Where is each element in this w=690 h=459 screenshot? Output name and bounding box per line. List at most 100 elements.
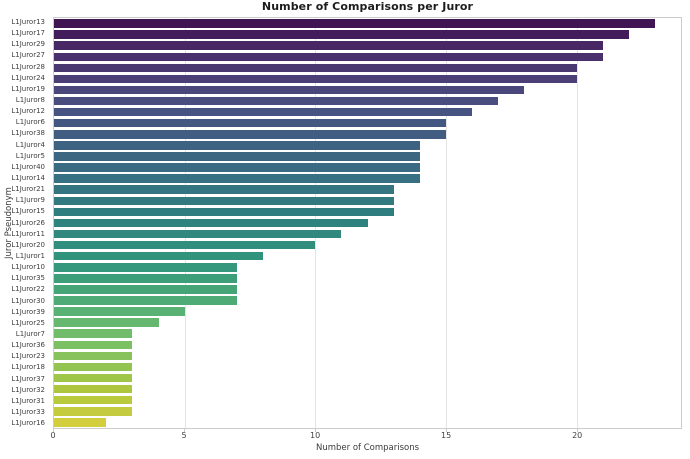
y-tick-label: L1Juror6 bbox=[15, 118, 45, 127]
bar-L1Juror40 bbox=[54, 163, 420, 172]
x-tick-mark bbox=[184, 429, 186, 432]
bar-L1Juror1 bbox=[54, 251, 263, 261]
y-tick-label: L1Juror29 bbox=[11, 40, 45, 49]
x-tick-mark bbox=[315, 429, 317, 432]
x-tick-label: 15 bbox=[441, 431, 452, 440]
bar-L1Juror15 bbox=[54, 207, 394, 217]
bar-row bbox=[54, 339, 681, 350]
y-tick-label: L1Juror5 bbox=[15, 151, 45, 160]
gridline bbox=[445, 18, 447, 428]
y-tick-label: L1Juror35 bbox=[11, 274, 45, 283]
y-tick-label: L1Juror8 bbox=[15, 96, 45, 105]
bar-row bbox=[54, 273, 681, 284]
bar-L1Juror14 bbox=[54, 174, 420, 183]
y-tick-label: L1Juror36 bbox=[11, 341, 45, 350]
y-tick-label: L1Juror31 bbox=[11, 396, 45, 405]
bar-row bbox=[54, 107, 681, 118]
bar-L1Juror22 bbox=[54, 285, 237, 294]
bar-L1Juror17 bbox=[54, 30, 629, 39]
y-tick-label: L1Juror25 bbox=[11, 318, 45, 327]
x-tick-label: 0 bbox=[50, 431, 56, 440]
y-tick-label: L1Juror22 bbox=[11, 285, 45, 294]
x-tick-mark bbox=[53, 429, 54, 432]
bar-row bbox=[54, 228, 681, 239]
y-tick-label: L1Juror30 bbox=[11, 296, 45, 305]
y-tick-label: L1Juror19 bbox=[11, 84, 45, 93]
y-tick-label: L1Juror4 bbox=[15, 140, 45, 149]
bar-row bbox=[54, 417, 681, 428]
y-tick-label: L1Juror37 bbox=[11, 374, 45, 383]
bar-row bbox=[54, 361, 681, 372]
bar-L1Juror4 bbox=[54, 141, 420, 150]
bar-L1Juror28 bbox=[54, 63, 577, 73]
bar-L1Juror21 bbox=[54, 185, 394, 194]
bar-L1Juror26 bbox=[54, 218, 368, 228]
bar-row bbox=[54, 73, 681, 84]
bar-row bbox=[54, 262, 681, 273]
bar-row bbox=[54, 373, 681, 384]
bar-row bbox=[54, 173, 681, 184]
x-tick-mark bbox=[446, 429, 448, 432]
bar-row bbox=[54, 251, 681, 262]
bar-L1Juror27 bbox=[54, 52, 603, 62]
bar-L1Juror20 bbox=[54, 240, 316, 250]
bar-row bbox=[54, 195, 681, 206]
bar-row bbox=[54, 18, 681, 29]
bar-L1Juror12 bbox=[54, 107, 472, 117]
bar-row bbox=[54, 84, 681, 95]
bar-row bbox=[54, 151, 681, 162]
y-tick-label: L1Juror16 bbox=[11, 419, 45, 428]
y-tick-label: L1Juror24 bbox=[11, 73, 45, 82]
bar-L1Juror39 bbox=[54, 307, 185, 316]
y-tick-label: L1Juror17 bbox=[11, 29, 45, 38]
y-tick-label: L1Juror18 bbox=[11, 363, 45, 372]
bar-L1Juror32 bbox=[54, 384, 133, 394]
bar-row bbox=[54, 406, 681, 417]
bar-row bbox=[54, 306, 681, 317]
bar-L1Juror10 bbox=[54, 263, 237, 272]
bar-L1Juror37 bbox=[54, 373, 133, 383]
y-tick-label: L1Juror14 bbox=[11, 174, 45, 183]
y-tick-label: L1Juror15 bbox=[11, 207, 45, 216]
bar-row bbox=[54, 96, 681, 107]
bar-row bbox=[54, 384, 681, 395]
bar-row bbox=[54, 118, 681, 129]
bar-L1Juror16 bbox=[54, 418, 107, 427]
y-tick-label: L1Juror39 bbox=[11, 307, 45, 316]
y-tick-label: L1Juror12 bbox=[11, 107, 45, 116]
y-tick-label: L1Juror26 bbox=[11, 218, 45, 227]
y-tick-label: L1Juror20 bbox=[11, 240, 45, 249]
y-tick-label: L1Juror13 bbox=[11, 18, 45, 27]
bar-L1Juror5 bbox=[54, 152, 420, 161]
bar-row bbox=[54, 129, 681, 140]
bar-row bbox=[54, 240, 681, 251]
bar-L1Juror7 bbox=[54, 329, 133, 338]
bar-row bbox=[54, 395, 681, 406]
bar-L1Juror29 bbox=[54, 41, 603, 50]
bar-L1Juror33 bbox=[54, 407, 133, 416]
y-tick-label: L1Juror27 bbox=[11, 51, 45, 60]
bar-row bbox=[54, 295, 681, 306]
bar-row bbox=[54, 40, 681, 51]
bar-L1Juror31 bbox=[54, 395, 133, 405]
y-tick-label: L1Juror38 bbox=[11, 129, 45, 138]
bar-row bbox=[54, 284, 681, 295]
y-tick-label: L1Juror40 bbox=[11, 162, 45, 171]
y-tick-label: L1Juror21 bbox=[11, 185, 45, 194]
bar-L1Juror11 bbox=[54, 229, 342, 239]
bar-row bbox=[54, 51, 681, 62]
y-tick-label: L1Juror1 bbox=[15, 252, 45, 261]
bars-container bbox=[54, 18, 681, 428]
gridline bbox=[576, 18, 578, 428]
x-axis-title: Number of Comparisons bbox=[315, 443, 420, 453]
y-tick-label: L1Juror7 bbox=[15, 330, 45, 338]
bar-L1Juror19 bbox=[54, 85, 525, 95]
bar-L1Juror8 bbox=[54, 96, 499, 106]
bar-row bbox=[54, 206, 681, 217]
bar-row bbox=[54, 62, 681, 73]
x-tick-mark bbox=[577, 429, 579, 432]
bar-L1Juror36 bbox=[54, 340, 133, 350]
bar-L1Juror30 bbox=[54, 296, 237, 305]
plot-area bbox=[53, 17, 682, 429]
